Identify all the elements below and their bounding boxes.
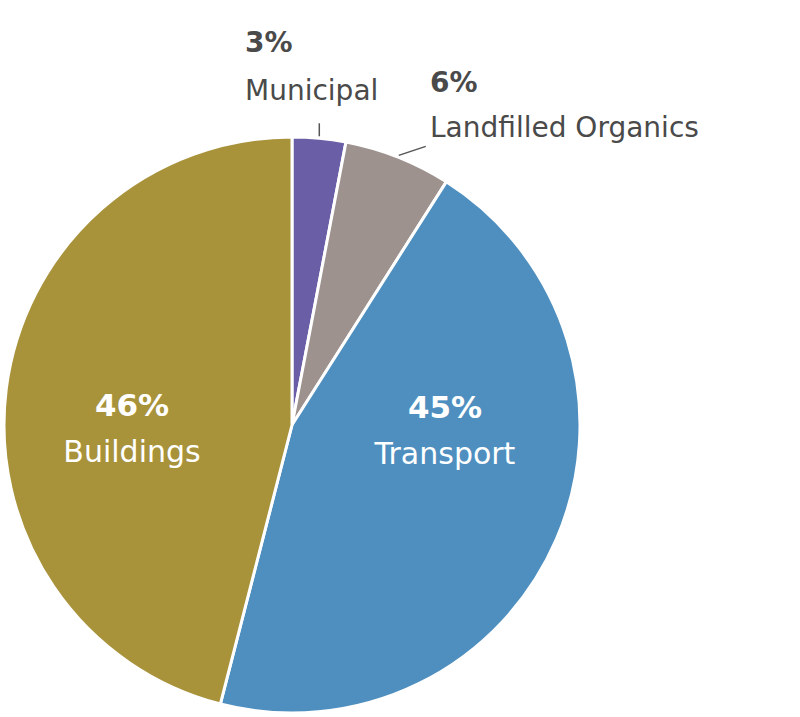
category-label: Landfilled Organics xyxy=(430,111,699,144)
slices xyxy=(4,137,580,713)
pie-slice xyxy=(4,137,292,704)
category-label: Transport xyxy=(374,436,516,471)
leader-line xyxy=(399,146,426,155)
data-label: 45% xyxy=(408,389,482,425)
leader-line xyxy=(319,123,321,136)
data-label: 46% xyxy=(95,387,169,423)
data-label: 6% xyxy=(430,66,478,99)
category-label: Municipal xyxy=(245,74,378,107)
chart: 3% Municipal 6% Landfilled Organics 45% Trans… xyxy=(0,0,800,717)
labels: 3% Municipal 6% Landfilled Organics 45% Trans… xyxy=(63,26,699,471)
category-label: Buildings xyxy=(63,434,200,469)
data-label: 3% xyxy=(245,26,293,59)
